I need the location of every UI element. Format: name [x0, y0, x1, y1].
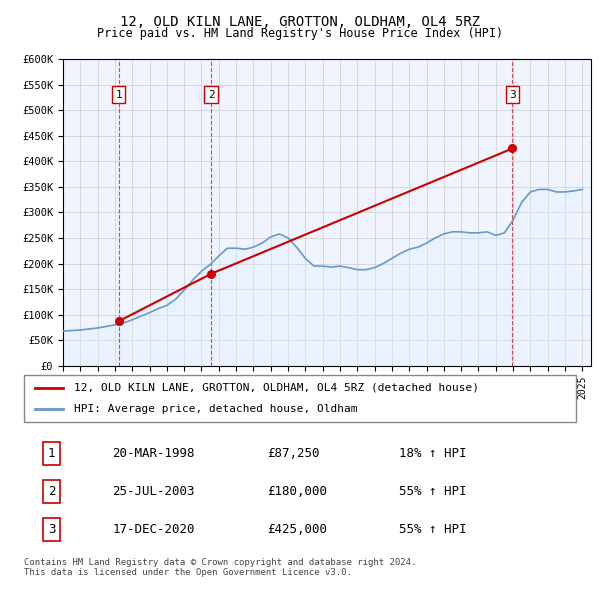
- Text: 1: 1: [115, 90, 122, 100]
- Text: 25-JUL-2003: 25-JUL-2003: [112, 484, 195, 498]
- Text: 20-MAR-1998: 20-MAR-1998: [112, 447, 195, 460]
- Text: Contains HM Land Registry data © Crown copyright and database right 2024.
This d: Contains HM Land Registry data © Crown c…: [24, 558, 416, 577]
- Text: 12, OLD KILN LANE, GROTTON, OLDHAM, OL4 5RZ: 12, OLD KILN LANE, GROTTON, OLDHAM, OL4 …: [120, 15, 480, 29]
- Text: 55% ↑ HPI: 55% ↑ HPI: [400, 484, 467, 498]
- Text: 55% ↑ HPI: 55% ↑ HPI: [400, 523, 467, 536]
- Text: Price paid vs. HM Land Registry's House Price Index (HPI): Price paid vs. HM Land Registry's House …: [97, 27, 503, 40]
- Text: 3: 3: [509, 90, 516, 100]
- Point: [508, 144, 517, 153]
- Text: £87,250: £87,250: [267, 447, 319, 460]
- FancyBboxPatch shape: [24, 375, 576, 422]
- Text: 2: 2: [48, 484, 55, 498]
- Text: 12, OLD KILN LANE, GROTTON, OLDHAM, OL4 5RZ (detached house): 12, OLD KILN LANE, GROTTON, OLDHAM, OL4 …: [74, 383, 479, 393]
- Text: HPI: Average price, detached house, Oldham: HPI: Average price, detached house, Oldh…: [74, 404, 357, 414]
- Text: 3: 3: [48, 523, 55, 536]
- Text: 18% ↑ HPI: 18% ↑ HPI: [400, 447, 467, 460]
- Text: 1: 1: [48, 447, 55, 460]
- Point: [114, 316, 124, 326]
- Text: 2: 2: [208, 90, 215, 100]
- Point: [206, 269, 216, 278]
- Text: £425,000: £425,000: [267, 523, 327, 536]
- Text: 17-DEC-2020: 17-DEC-2020: [112, 523, 195, 536]
- Text: £180,000: £180,000: [267, 484, 327, 498]
